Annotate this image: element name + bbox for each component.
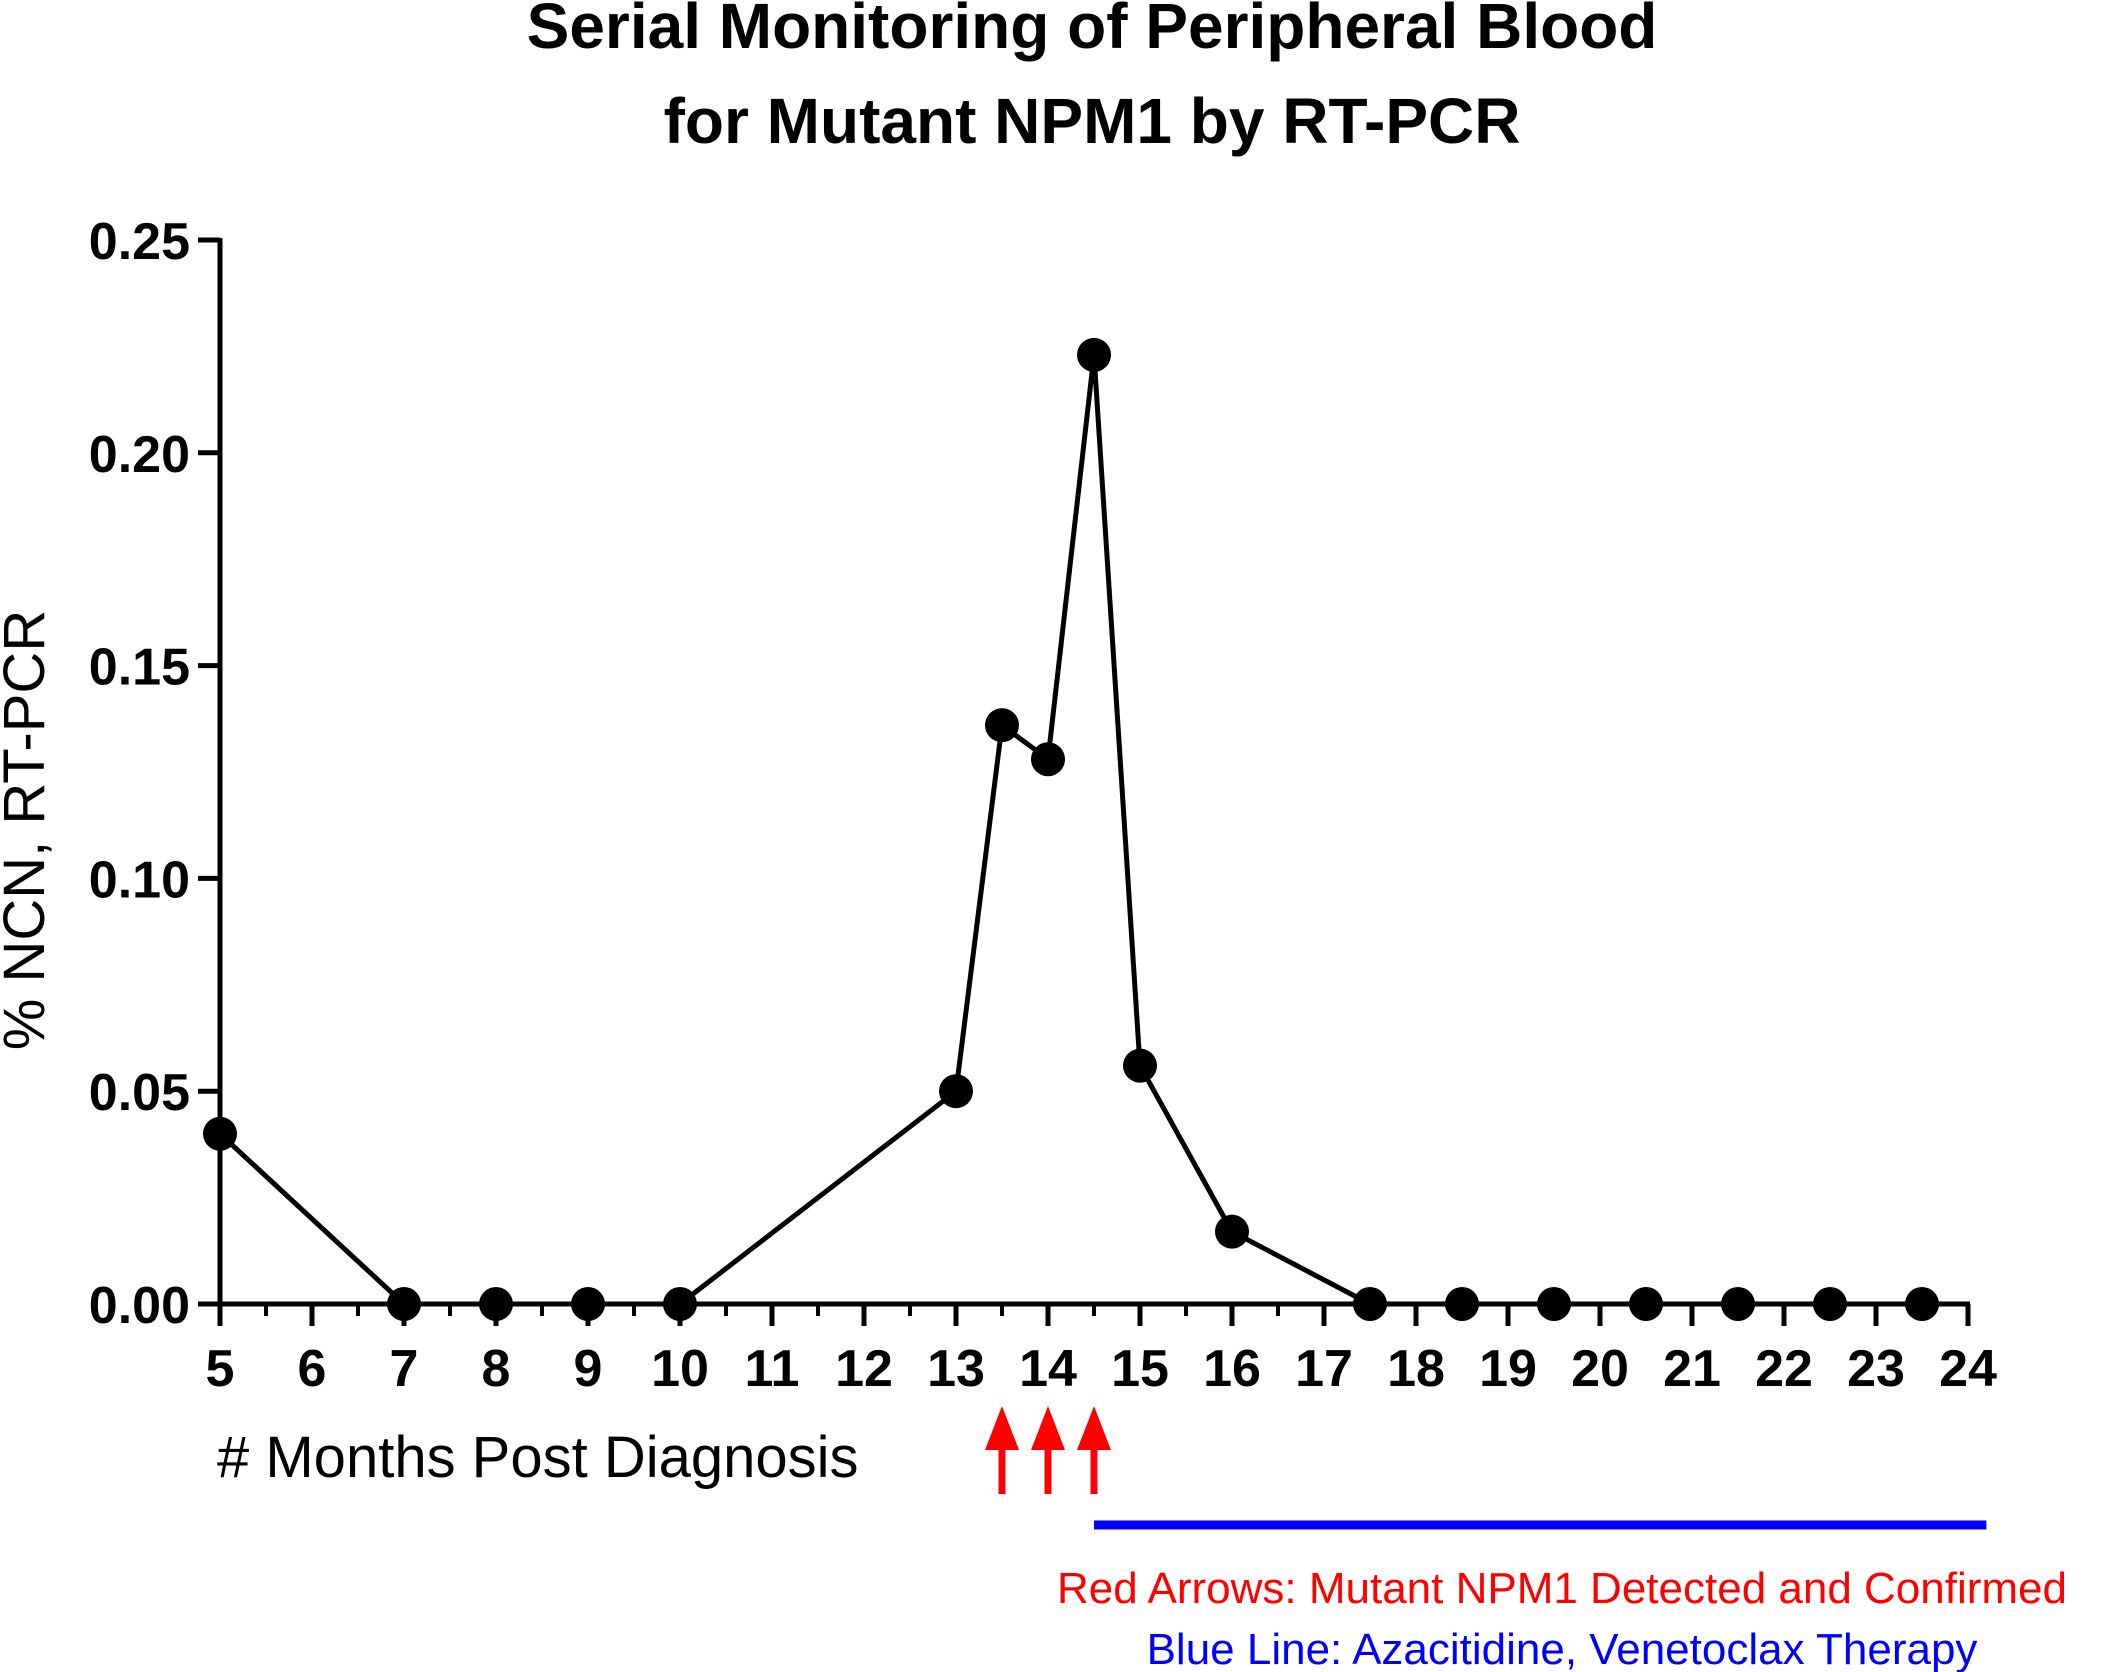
red-arrow-head — [1077, 1406, 1111, 1450]
x-tick-label: 15 — [1111, 1340, 1169, 1398]
blue-line-note: Blue Line: Azacitidine, Venetoclax Thera… — [1147, 1625, 1978, 1672]
chart-title-line-1: Serial Monitoring of Peripheral Blood — [527, 0, 1658, 62]
x-tick-label: 7 — [390, 1340, 419, 1398]
series-line — [218, 352, 1922, 1307]
x-tick-label: 21 — [1663, 1340, 1721, 1398]
x-tick-label: 24 — [1939, 1340, 1997, 1398]
data-point — [1123, 1048, 1157, 1083]
x-tick-label: 23 — [1847, 1340, 1905, 1398]
x-tick-label: 12 — [835, 1340, 893, 1398]
x-tick-label: 5 — [206, 1340, 235, 1398]
x-tick-label: 18 — [1387, 1340, 1445, 1398]
y-tick-label: 0.10 — [89, 851, 190, 909]
y-tick-label: 0.20 — [89, 426, 190, 484]
data-point — [571, 1287, 605, 1321]
red-arrow-head — [1031, 1406, 1065, 1450]
x-tick-label: 16 — [1203, 1340, 1261, 1398]
x-axis-title: # Months Post Diagnosis — [217, 1425, 859, 1490]
red-arrows-note: Red Arrows: Mutant NPM1 Detected and Con… — [1057, 1564, 2067, 1613]
x-tick-label: 17 — [1295, 1340, 1353, 1398]
data-point — [939, 1074, 973, 1109]
data-point — [1629, 1287, 1663, 1321]
x-tick-label: 19 — [1479, 1340, 1537, 1398]
y-tick-label: 0.15 — [89, 639, 190, 697]
x-tick-label: 6 — [298, 1340, 327, 1398]
data-point — [985, 708, 1019, 743]
x-tick-label: 20 — [1571, 1340, 1629, 1398]
annotation-layer — [985, 1406, 1987, 1530]
y-tick-label: 0.25 — [89, 213, 190, 271]
x-tick-label: 11 — [745, 1340, 800, 1398]
axes: 0.00 0.05 0.10 0.15 0.20 0.25 5 6 7 8 9 10 11 12 13 14 1… — [89, 213, 1997, 1398]
y-axis-title: % NCN, RT-PCR — [0, 610, 57, 1050]
y-tick-label: 0.00 — [89, 1277, 190, 1335]
data-point — [1031, 742, 1065, 777]
data-point — [1905, 1287, 1939, 1321]
data-point — [1813, 1287, 1847, 1321]
x-tick-label: 13 — [927, 1340, 985, 1398]
data-point — [1077, 337, 1111, 372]
data-point — [1537, 1287, 1571, 1321]
x-tick-label: 22 — [1755, 1340, 1813, 1398]
data-point — [1353, 1287, 1387, 1321]
x-tick-label: 8 — [482, 1340, 511, 1398]
x-tick-label: 14 — [1019, 1340, 1077, 1398]
y-tick-label: 0.05 — [89, 1064, 190, 1122]
data-point — [663, 1287, 697, 1321]
x-tick-label: 9 — [574, 1340, 603, 1398]
x-tick-label: 10 — [651, 1340, 709, 1398]
data-point — [1721, 1287, 1755, 1321]
data-point — [387, 1287, 421, 1321]
data-point — [1215, 1214, 1249, 1249]
data-point — [203, 1116, 237, 1151]
chart-title-line-2: for Mutant NPM1 by RT-PCR — [664, 85, 1521, 157]
data-point — [479, 1287, 513, 1321]
red-arrow-head — [985, 1406, 1019, 1450]
series-layer — [203, 337, 1939, 1321]
data-point — [1445, 1287, 1479, 1321]
